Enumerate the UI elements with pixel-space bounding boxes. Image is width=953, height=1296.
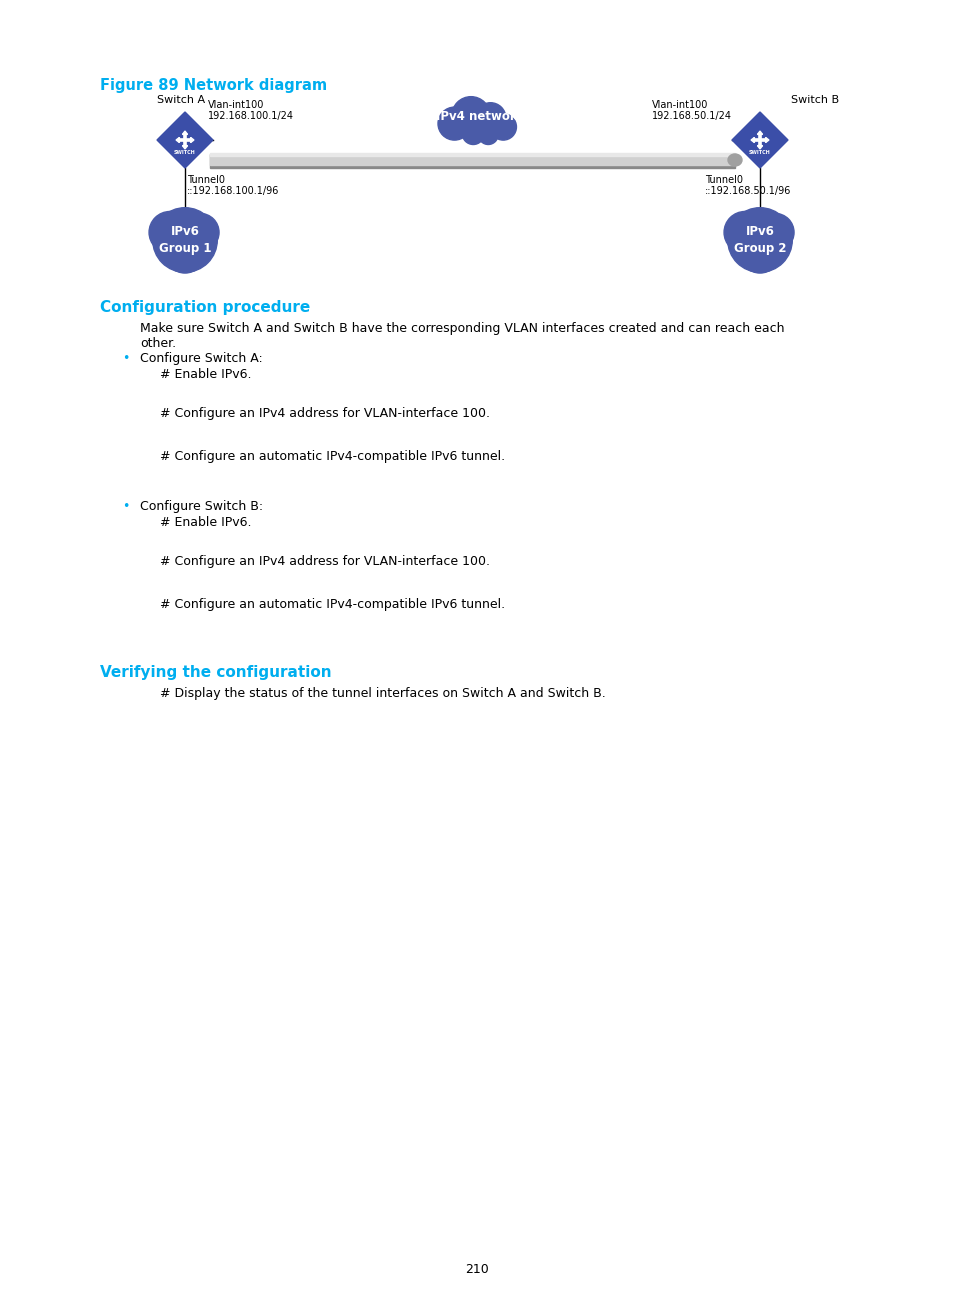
Text: ::192.168.100.1/96: ::192.168.100.1/96: [187, 187, 279, 196]
Text: Switch B: Switch B: [790, 95, 839, 105]
Text: Tunnel0: Tunnel0: [704, 175, 742, 185]
Text: # Configure an IPv4 address for VLAN-interface 100.: # Configure an IPv4 address for VLAN-int…: [160, 407, 490, 420]
Text: Configuration procedure: Configuration procedure: [100, 299, 310, 315]
Polygon shape: [157, 111, 213, 168]
Bar: [210, 154, 734, 165]
FancyArrow shape: [750, 137, 760, 143]
Text: •: •: [122, 500, 130, 513]
Text: # Configure an automatic IPv4-compatible IPv6 tunnel.: # Configure an automatic IPv4-compatible…: [160, 450, 504, 463]
Bar: [210, 154, 734, 168]
Text: IPv6
Group 2: IPv6 Group 2: [733, 226, 785, 255]
Circle shape: [165, 233, 205, 273]
Text: •: •: [122, 353, 130, 365]
Circle shape: [175, 228, 212, 264]
Text: Verifying the configuration: Verifying the configuration: [100, 665, 332, 680]
FancyArrow shape: [757, 140, 761, 149]
Text: IPv4 netwok: IPv4 netwok: [436, 109, 517, 123]
Circle shape: [158, 228, 194, 264]
Text: # Configure an automatic IPv4-compatible IPv6 tunnel.: # Configure an automatic IPv4-compatible…: [160, 597, 504, 610]
Circle shape: [181, 214, 219, 251]
Text: Vlan-int100: Vlan-int100: [651, 100, 708, 110]
Text: IPv6
Group 1: IPv6 Group 1: [158, 226, 211, 255]
Text: Vlan-int100: Vlan-int100: [208, 100, 264, 110]
Circle shape: [437, 108, 471, 140]
Text: SWITCH: SWITCH: [174, 150, 195, 156]
FancyArrow shape: [760, 137, 768, 143]
Text: ::192.168.50.1/96: ::192.168.50.1/96: [704, 187, 791, 196]
Circle shape: [740, 233, 779, 273]
Circle shape: [750, 228, 786, 264]
Circle shape: [149, 211, 191, 253]
Circle shape: [733, 228, 769, 264]
Circle shape: [727, 207, 792, 272]
Text: Make sure Switch A and Switch B have the corresponding VLAN interfaces created a: Make sure Switch A and Switch B have the…: [140, 321, 783, 334]
Circle shape: [462, 123, 484, 144]
Text: Tunnel0: Tunnel0: [187, 175, 225, 185]
Polygon shape: [731, 111, 787, 168]
FancyArrow shape: [185, 137, 193, 143]
Circle shape: [452, 97, 490, 135]
Circle shape: [477, 124, 497, 144]
Text: # Enable IPv6.: # Enable IPv6.: [160, 516, 252, 529]
Text: Figure 89 Network diagram: Figure 89 Network diagram: [100, 78, 327, 93]
Circle shape: [756, 214, 793, 251]
FancyArrow shape: [757, 131, 761, 140]
FancyArrow shape: [176, 137, 185, 143]
FancyArrow shape: [182, 131, 188, 140]
Text: # Configure an IPv4 address for VLAN-interface 100.: # Configure an IPv4 address for VLAN-int…: [160, 555, 490, 568]
Circle shape: [152, 207, 217, 272]
Circle shape: [490, 114, 516, 140]
Text: 210: 210: [465, 1264, 488, 1277]
Ellipse shape: [727, 154, 741, 166]
Text: Configure Switch B:: Configure Switch B:: [140, 500, 263, 513]
Text: Configure Switch A:: Configure Switch A:: [140, 353, 262, 365]
Text: SWITCH: SWITCH: [748, 150, 770, 156]
Bar: [210, 153, 734, 156]
Circle shape: [475, 102, 505, 133]
Text: 192.168.50.1/24: 192.168.50.1/24: [651, 111, 731, 121]
Text: 192.168.100.1/24: 192.168.100.1/24: [208, 111, 294, 121]
Text: # Display the status of the tunnel interfaces on Switch A and Switch B.: # Display the status of the tunnel inter…: [160, 687, 605, 700]
Text: Switch A: Switch A: [157, 95, 205, 105]
FancyArrow shape: [182, 140, 188, 149]
Text: other.: other.: [140, 337, 176, 350]
Text: # Enable IPv6.: # Enable IPv6.: [160, 368, 252, 381]
Circle shape: [723, 211, 765, 253]
